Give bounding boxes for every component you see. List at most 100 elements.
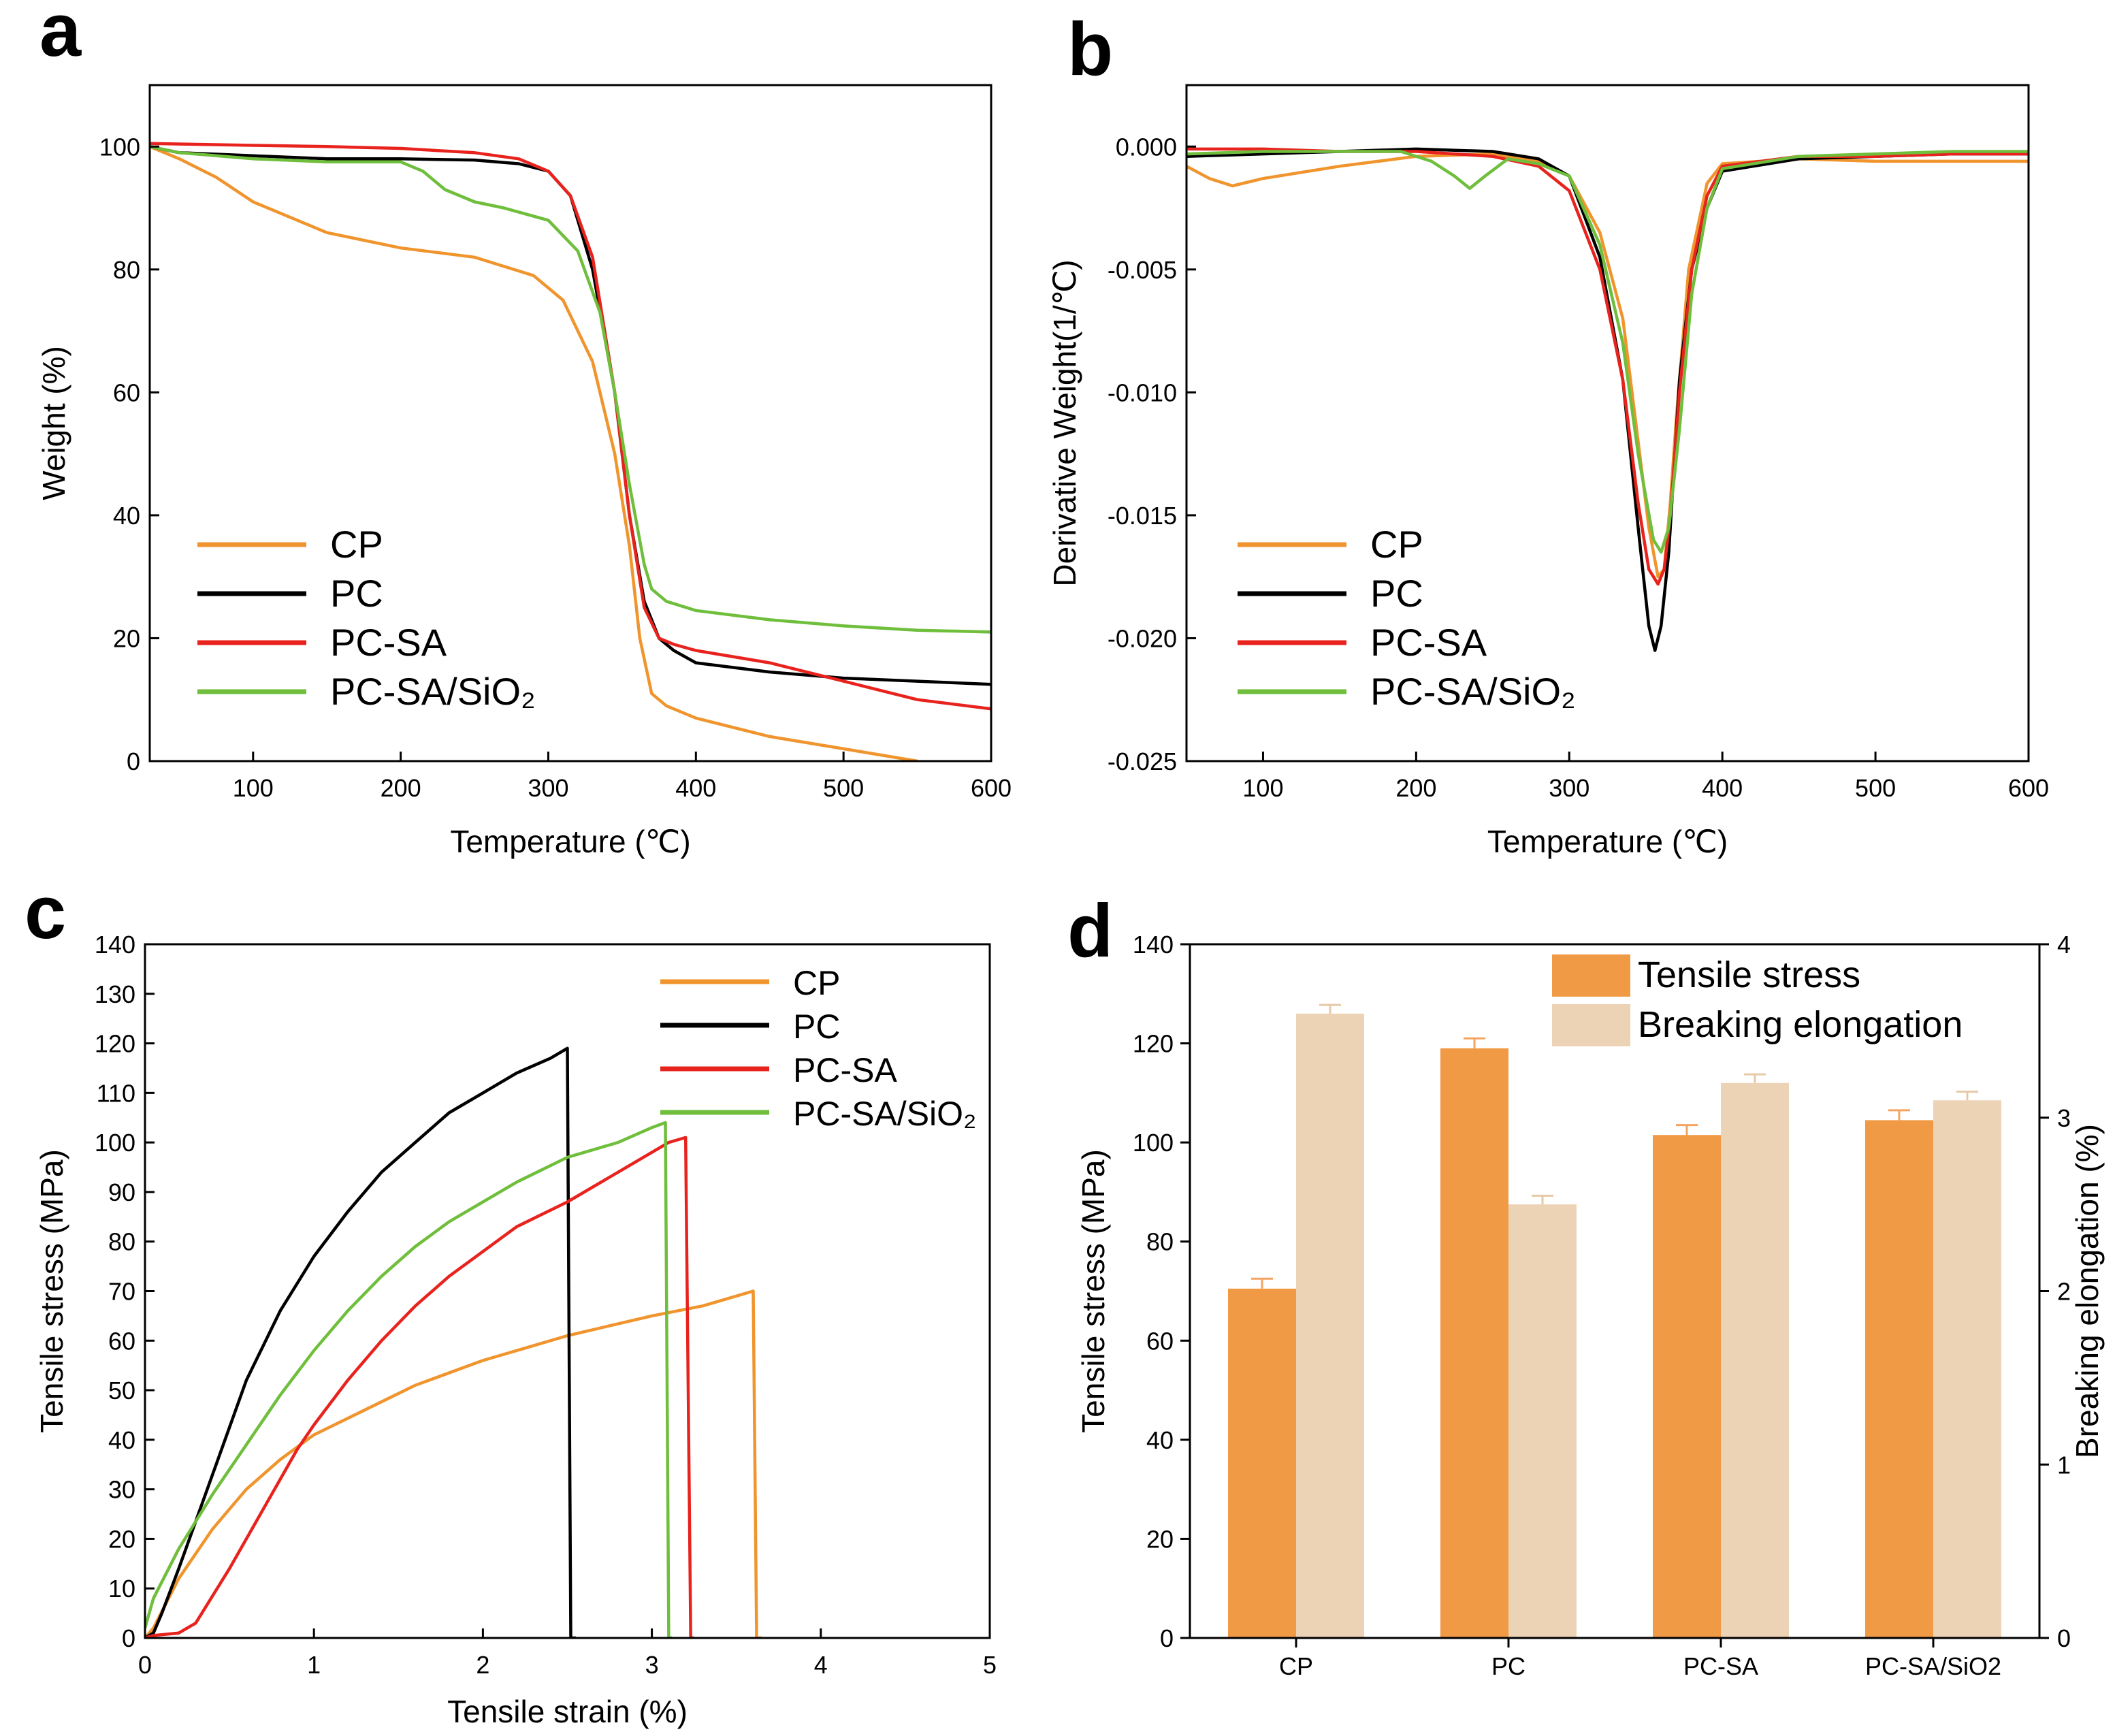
series-group-a [150,142,991,761]
x-tick-label: PC-SA/SiO2 [1865,1652,2001,1680]
legend-label-pc-sa: PC-SA [793,1051,897,1089]
bar-tensile-stress-pc [1440,1048,1508,1638]
y-tick-label: 0.000 [1116,133,1177,161]
y2-tick-label: 2 [2057,1278,2071,1306]
series-line-pc-sa [145,1136,694,1638]
y-tick-label: 90 [108,1178,135,1206]
legend-label-tensile-stress: Tensile stress [1638,954,1860,995]
y-tick-label: -0.010 [1108,379,1177,406]
x-tick-label: CP [1279,1652,1313,1680]
series-group-c [145,1046,762,1638]
y-tick-label: 100 [1133,1129,1174,1157]
legend-label-pc-sa-sio: PC-SA/SiO₂ [1370,670,1576,713]
x-tick-label: 0 [138,1651,152,1679]
chart-panel-c: 0 1 2 3 4 50102030405060708090100110120130140… [34,931,997,1729]
bar-breaking-elongation-cp [1296,1013,1364,1638]
x-axis-label: Temperature (℃) [450,824,690,859]
x-tick-label: 500 [1855,774,1896,802]
y-tick-label: 100 [99,133,140,161]
legend: CP PC PC-SA PC-SA/SiO₂ [1238,523,1576,713]
y-tick-label: -0.005 [1108,256,1177,284]
legend-label-cp: CP [330,523,383,566]
bar-breaking-elongation-pc-sa [1721,1082,1789,1638]
y-tick-label: 20 [1146,1525,1174,1553]
x-tick-label: PC [1491,1652,1525,1680]
y-tick-label: 20 [113,624,140,652]
y-tick-label: 40 [108,1426,135,1454]
bar-tensile-stress-cp [1228,1288,1296,1638]
y-tick-label: 120 [1133,1030,1174,1058]
legend: CP PC PC-SA PC-SA/SiO₂ [660,964,976,1133]
legend-label-cp: CP [793,964,840,1002]
y2-tick-label: 3 [2057,1104,2071,1132]
y-axis-label: Derivative Weight(1/℃) [1047,259,1082,586]
series-group-b [1186,147,2029,652]
series-line-cp [150,145,918,761]
series-line-pc [145,1046,576,1638]
y2-tick-label: 4 [2057,931,2071,959]
x-tick-label: 100 [233,774,274,802]
y-tick-label: -0.025 [1108,748,1177,775]
legend-label-breaking-elongation: Breaking elongation [1638,1004,1963,1045]
x-tick-label: 200 [381,774,421,802]
y-tick-label: 110 [97,1079,135,1107]
y-tick-label: 50 [108,1377,135,1404]
bar-breaking-elongation-pc-sa-sio2 [1933,1100,2001,1638]
x-tick-label: 1 [307,1651,321,1679]
y-tick-label: 100 [95,1129,135,1157]
x-tick-label: 3 [645,1651,659,1679]
series-line-pc [1186,147,2029,652]
x-tick-label: 400 [1702,774,1743,802]
x-tick-label: 5 [983,1651,997,1679]
legend-label-pc-sa: PC-SA [1370,621,1487,664]
legend-label-pc-sa-sio: PC-SA/SiO₂ [793,1095,976,1133]
y2-tick-label: 0 [2057,1624,2071,1652]
panel-label-d: d [1067,889,1113,973]
y-tick-label: 60 [1146,1327,1174,1355]
series-line-pc-sa [1186,147,2029,586]
legend-label-pc-sa-sio: PC-SA/SiO₂ [330,670,536,713]
y-tick-label: 0 [127,748,140,775]
x-tick-label: 100 [1242,774,1283,802]
y-tick-label: 0 [1160,1624,1174,1652]
x-axis-label: Temperature (℃) [1487,824,1728,859]
legend-swatch-breaking-elongation [1552,1004,1630,1046]
chart-panel-a: 100 200 300 400 500 600 0 20 40 60 80 100 Temperatur… [36,84,1012,859]
y-tick-label: 60 [108,1327,135,1355]
bar-tensile-stress-pc-sa [1653,1135,1721,1638]
panel-label-a: a [39,0,82,72]
legend: CP PC PC-SA PC-SA/SiO₂ [197,523,536,713]
y-tick-label: 120 [95,1030,135,1058]
series-line-pc-sa [150,142,991,711]
y-tick-label: 80 [1146,1228,1174,1256]
series-line-cp [145,1289,762,1638]
legend-label-pc: PC [793,1008,840,1046]
x-tick-label: 500 [823,774,864,802]
series-line-cp [1186,152,2029,579]
series-line-pc-sa-sio2 [1186,150,2029,554]
bar-breaking-elongation-pc [1508,1204,1577,1638]
y-axis-label: Tensile stress (MPa) [34,1149,69,1433]
legend-label-pc: PC [330,572,383,615]
y-tick-label: 140 [95,931,135,959]
plot-frame [148,84,992,762]
x-tick-label: 300 [1549,774,1589,802]
x-tick-label: 400 [675,774,716,802]
series-line-pc-sa-sio2 [150,145,991,634]
legend: Tensile stress Breaking elongation [1552,954,1963,1046]
y-tick-label: 0 [122,1624,135,1652]
x-tick-label: 2 [476,1651,489,1679]
y-axis-label: Weight (%) [36,346,71,500]
legend-label-pc-sa: PC-SA [330,621,447,664]
y2-tick-label: 1 [2057,1451,2071,1479]
y-tick-label: 20 [108,1525,135,1553]
y-tick-label: 80 [108,1228,135,1256]
y-tick-label: 140 [1133,931,1174,959]
x-tick-label: 200 [1395,774,1436,802]
legend-swatch-tensile-stress [1552,954,1630,997]
y-tick-label: 30 [108,1476,135,1504]
panel-label-b: b [1067,7,1113,91]
x-tick-label: 600 [971,774,1012,802]
x-axis-label: Tensile strain (%) [447,1694,688,1729]
